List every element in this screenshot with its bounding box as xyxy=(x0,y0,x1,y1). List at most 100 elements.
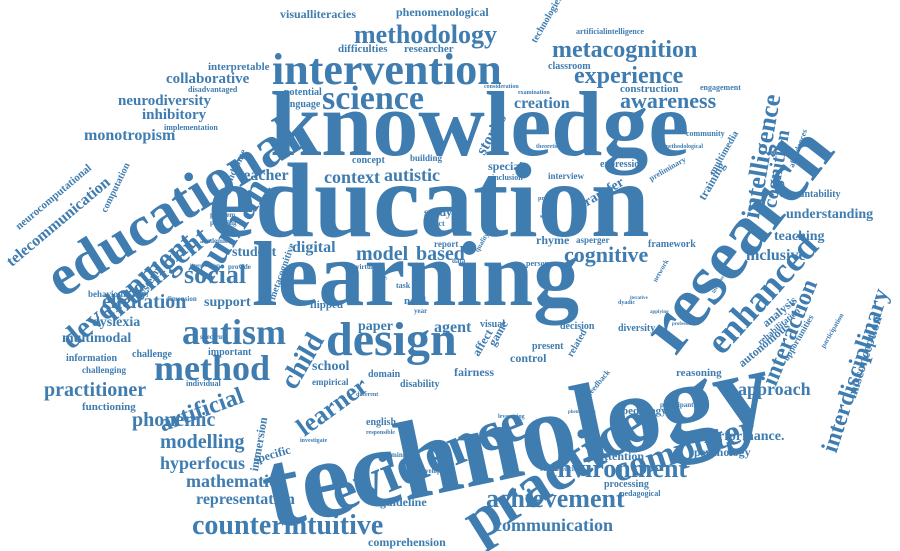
word-performance: performance. xyxy=(704,429,785,444)
word-hyperfocus: hyperfocus xyxy=(160,453,245,473)
word-model: model xyxy=(356,243,409,265)
word-data: data xyxy=(452,257,466,265)
word-framework: framework xyxy=(648,239,696,250)
word-metacognition: metacognition xyxy=(552,37,698,63)
word-problem: problem xyxy=(210,211,236,219)
word-accountability: accountability xyxy=(780,189,841,200)
word-professional: professional xyxy=(672,322,698,327)
word-building: building xyxy=(410,153,443,163)
word-provide: provide xyxy=(228,263,251,271)
word-need: need xyxy=(404,295,426,307)
word-practitioner: practitioner xyxy=(44,379,147,401)
word-signal: signal xyxy=(540,214,556,220)
word-student: student xyxy=(232,245,277,260)
word-phenomenological: phenomenological xyxy=(396,5,489,19)
word-inclusive: inclusive xyxy=(746,247,806,264)
word-methodological: methodological xyxy=(664,144,703,150)
word-diversity: diversity xyxy=(618,323,656,334)
word-social: social xyxy=(184,260,247,289)
word-information: information xyxy=(66,353,118,364)
word-flipped: flipped xyxy=(310,299,344,311)
word-task: task xyxy=(396,281,411,290)
word-psychology: psychology xyxy=(694,445,751,459)
word-interview: interview xyxy=(548,171,584,181)
word-challenge: challenge xyxy=(132,349,172,360)
word-participant: participant xyxy=(660,401,694,409)
word-control: control xyxy=(510,351,547,365)
word-interpretable: interpretable xyxy=(208,61,270,73)
word-context: context xyxy=(324,167,380,187)
word-teaching: teaching xyxy=(774,229,825,244)
word-person: person xyxy=(526,259,550,268)
word-school: school xyxy=(312,359,350,374)
word-representation: representation xyxy=(196,491,295,508)
word-leveraging: leveraging xyxy=(498,414,525,420)
word-potential: potential xyxy=(284,87,322,98)
word-language: language xyxy=(282,99,321,110)
word-awareness: awareness xyxy=(620,88,717,113)
word-spectrum: spectrum xyxy=(200,333,228,341)
word-communication: communication xyxy=(494,515,613,535)
word-attention: attention xyxy=(598,449,644,463)
word-classroom: classroom xyxy=(548,61,591,72)
word-comprehension: comprehension xyxy=(368,535,446,549)
word-related: related xyxy=(565,327,590,359)
word-knowledge: knowledge xyxy=(270,73,690,175)
word-inclusion: inclusion xyxy=(492,173,523,182)
word-achievement: achievement xyxy=(486,484,625,513)
word-asperger: asperger xyxy=(576,235,610,245)
word-construction: construction xyxy=(620,83,679,95)
word-virtual: virtual xyxy=(356,263,377,271)
word-functioning: functioning xyxy=(82,401,136,413)
word-autistic: autistic xyxy=(384,165,440,185)
word-investigate: investigate xyxy=(300,438,328,444)
word-autism: autism xyxy=(182,312,287,352)
word-science: science xyxy=(322,80,424,117)
word-neurodiversity: neurodiversity xyxy=(118,93,212,109)
word-phonemic: phonemic xyxy=(132,409,216,431)
word-visual: visual xyxy=(480,319,506,330)
word-challenging: challenging xyxy=(82,365,127,375)
word-concept: concept xyxy=(352,155,385,166)
word-digital: digital xyxy=(292,239,336,256)
word-expression: expression xyxy=(600,159,645,170)
word-cognitive: cognitive xyxy=(564,242,649,267)
word-empirical: empirical xyxy=(312,377,349,387)
word-pedagogy: pedagogy xyxy=(622,405,667,417)
word-understanding: understanding xyxy=(786,207,874,222)
word-rhyme: rhyme xyxy=(536,233,570,247)
word-planning: planning xyxy=(210,219,237,227)
word-applying: applying xyxy=(650,310,669,315)
word-individual: individual xyxy=(186,379,221,388)
word-teacher: teacher xyxy=(238,167,289,184)
word-based: based xyxy=(416,243,465,265)
word-elicitation: elicitation xyxy=(102,291,187,313)
word-reasoning: reasoning xyxy=(676,367,722,379)
word-disadvantaged: disadvantaged xyxy=(188,85,238,94)
word-learning: learning xyxy=(252,223,580,325)
word-design: design xyxy=(326,313,457,366)
word-method: method xyxy=(154,348,270,388)
word-researcher: researcher xyxy=(404,43,454,55)
word-domain: domain xyxy=(368,369,401,380)
word-different: different xyxy=(356,392,379,398)
word-interpretation: interpretation xyxy=(190,264,220,269)
word-agent: agent xyxy=(434,319,472,336)
word-engagement: engagement xyxy=(700,83,741,92)
word-intervention: intervention xyxy=(272,45,502,94)
word-dyslexia: dyslexia xyxy=(92,315,141,330)
word-consideration: consideration xyxy=(484,84,519,90)
word-disability: disability xyxy=(400,379,440,390)
word-methodology: methodology xyxy=(354,20,497,49)
word-inhibitory: inhibitory xyxy=(142,107,207,123)
word-visualliteracies: visualliteracies xyxy=(280,7,356,21)
word-approach: approach xyxy=(738,379,811,399)
word-pedagogical: pedagogical xyxy=(620,489,661,498)
word-present: present xyxy=(532,341,564,352)
word-decision: decision xyxy=(560,321,595,332)
word-support: support xyxy=(204,295,251,310)
word-environment: environment xyxy=(546,454,688,483)
word-artificialintelligence: artificialintelligence xyxy=(576,27,644,36)
word-effect: effect xyxy=(426,219,445,228)
